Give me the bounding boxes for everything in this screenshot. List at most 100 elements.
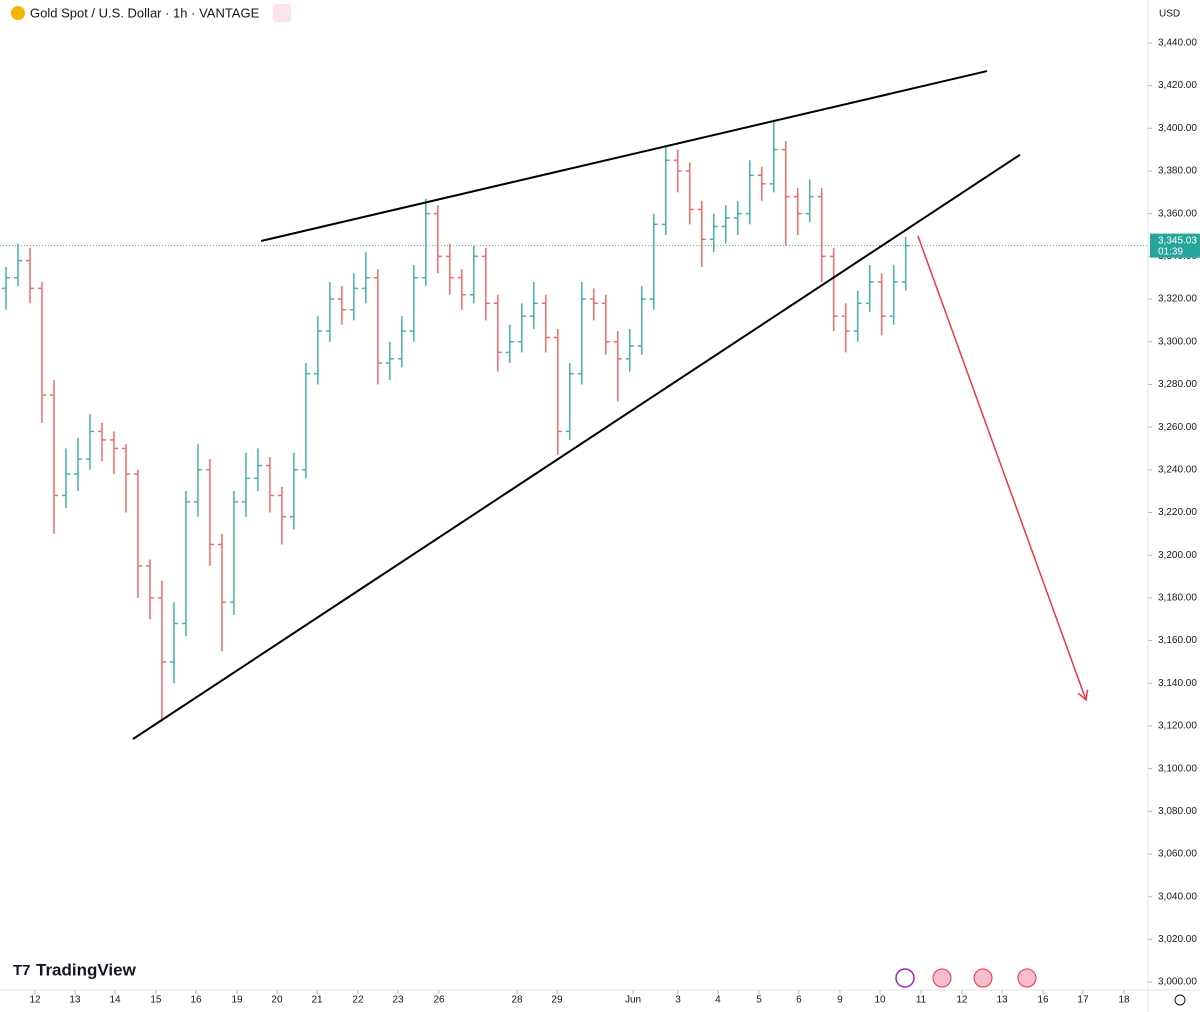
ohlc-bar (829, 247, 838, 332)
ohlc-bar (349, 273, 358, 321)
ohlc-bar (469, 245, 478, 304)
x-tick-label: 5 (756, 995, 762, 1006)
ohlc-bar (37, 281, 46, 423)
x-tick-label: 6 (796, 995, 802, 1006)
x-tick-label: 4 (715, 995, 721, 1006)
y-tick-label: 3,040.00 (1158, 891, 1197, 902)
ohlc-bar (577, 281, 586, 385)
x-tick-label: 16 (1037, 995, 1049, 1006)
x-tick-label: 12 (29, 995, 41, 1006)
settings-icon[interactable] (1174, 994, 1186, 1006)
ohlc-bar (253, 448, 262, 492)
x-tick-label: 18 (1118, 995, 1130, 1006)
x-tick-label: 11 (916, 995, 927, 1006)
symbol-icon (11, 6, 25, 20)
ohlc-bar (505, 324, 514, 364)
ohlc-bar (433, 205, 442, 274)
ohlc-bar (241, 452, 250, 517)
x-tick-label: 16 (190, 995, 202, 1006)
ohlc-bar (529, 281, 538, 329)
brand: TradingView (36, 960, 137, 979)
ohlc-bar (613, 331, 622, 402)
forecast-arrow (917, 235, 1089, 702)
ohlc-bar (445, 243, 454, 295)
ohlc-bar (145, 559, 154, 620)
ohlc-bar (745, 160, 754, 225)
ohlc-bar (601, 294, 610, 355)
ohlc-bar (865, 264, 874, 312)
y-tick-label: 3,020.00 (1158, 934, 1197, 945)
x-tick-label: 23 (392, 995, 404, 1006)
ohlc-bar (73, 437, 82, 492)
ohlc-bar (889, 264, 898, 325)
y-tick-label: 3,260.00 (1158, 422, 1197, 433)
y-tick-label: 3,080.00 (1158, 806, 1197, 817)
ohlc-bar (589, 288, 598, 321)
ohlc-bar (769, 119, 778, 193)
ohlc-bar (109, 431, 118, 475)
ohlc-bar (553, 328, 562, 455)
ohlc-bar (709, 213, 718, 253)
ohlc-bar (385, 341, 394, 381)
y-tick-label: 3,420.00 (1158, 80, 1197, 91)
ohlc-bar (457, 269, 466, 310)
chart-title: Gold Spot / U.S. Dollar · 1h · VANTAGE (30, 5, 260, 20)
event-icon[interactable] (1017, 968, 1037, 988)
ohlc-bar (877, 273, 886, 336)
ohlc-bar (13, 243, 22, 287)
countdown: 01:39 (1158, 246, 1183, 257)
y-tick-label: 3,400.00 (1158, 123, 1197, 134)
x-tick-label: 22 (352, 995, 364, 1006)
x-tick-label: 26 (433, 995, 445, 1006)
ohlc-bar (481, 247, 490, 321)
y-tick-label: 3,200.00 (1158, 550, 1197, 561)
y-tick-label: 3,280.00 (1158, 379, 1197, 390)
x-tick-label: 3 (675, 995, 681, 1006)
ohlc-bar (361, 252, 370, 304)
ohlc-bar (517, 303, 526, 353)
last-price-badge (1150, 233, 1200, 258)
ohlc-bar (649, 213, 658, 310)
ohlc-bar (61, 448, 70, 509)
ohlc-bar (169, 602, 178, 684)
ohlc-bar (721, 205, 730, 244)
ohlc-bar (793, 188, 802, 236)
event-icon[interactable] (895, 968, 915, 988)
ohlc-bar (841, 303, 850, 353)
event-icon[interactable] (973, 968, 993, 988)
ohlc-bar (25, 247, 34, 304)
currency[interactable]: USD (1159, 9, 1180, 20)
ohlc-bar (697, 200, 706, 268)
indicator-badge[interactable] (273, 4, 291, 22)
x-tick-label: 12 (956, 995, 968, 1006)
ohlc-bar (733, 200, 742, 236)
brand-logo: T7 (13, 962, 31, 979)
y-tick-label: 3,100.00 (1158, 763, 1197, 774)
ohlc-bar (853, 290, 862, 342)
x-tick-label: 9 (837, 995, 843, 1006)
y-tick-label: 3,140.00 (1158, 678, 1197, 689)
ohlc-bar (565, 363, 574, 440)
ohlc-bar (409, 264, 418, 342)
x-tick-label: 21 (311, 995, 323, 1006)
ohlc-bar (661, 145, 670, 236)
ohlc-bar (193, 444, 202, 517)
ohlc-bar (781, 141, 790, 246)
y-tick-label: 3,300.00 (1158, 336, 1197, 347)
x-tick-label: 15 (150, 995, 162, 1006)
ohlc-bar (181, 491, 190, 637)
x-tick-label: 10 (874, 995, 886, 1006)
ohlc-bar (673, 149, 682, 193)
ohlc-bar (685, 162, 694, 225)
event-icon[interactable] (932, 968, 952, 988)
y-tick-label: 3,000.00 (1158, 977, 1197, 988)
plot-layer (34, 42, 1152, 994)
x-tick-label: 19 (231, 995, 243, 1006)
trendline (132, 153, 1021, 740)
ohlc-bar (229, 491, 238, 615)
y-tick-label: 3,440.00 (1158, 38, 1197, 49)
x-tick-label: 14 (109, 995, 121, 1006)
ohlc-bar (265, 457, 274, 513)
ohlc-bar (217, 533, 226, 652)
